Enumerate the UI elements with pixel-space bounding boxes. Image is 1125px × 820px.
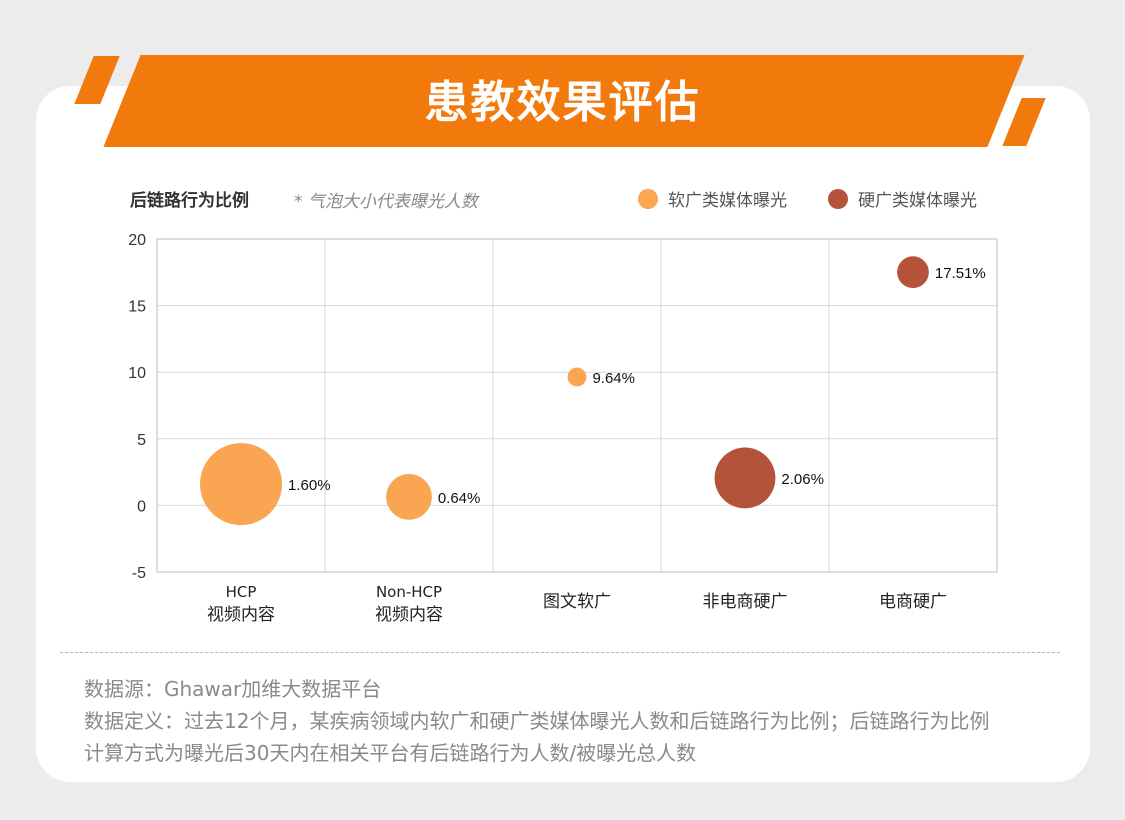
- data-bubble: [200, 443, 282, 526]
- x-category-label: HCP: [226, 583, 257, 601]
- x-category-label: 视频内容: [375, 605, 443, 625]
- data-label: 0.64%: [438, 490, 481, 507]
- legend-label-hard: 硬广类媒体曝光: [858, 191, 977, 211]
- data-bubble: [386, 474, 432, 520]
- y-tick-label: 10: [128, 365, 146, 382]
- y-tick-label: 5: [137, 432, 146, 449]
- page-title: 患教效果评估: [424, 77, 701, 128]
- legend-item-soft: 软广类媒体曝光: [638, 186, 787, 211]
- y-tick-label: -5: [132, 565, 146, 582]
- footer-divider: [60, 652, 1060, 653]
- x-category-label: 非电商硬广: [703, 592, 788, 612]
- x-category-label: 视频内容: [207, 605, 275, 625]
- legend-item-hard: 硬广类媒体曝光: [828, 186, 977, 211]
- data-label: 2.06%: [781, 471, 824, 488]
- data-definition: 数据定义：过去12个月，某疾病领域内软广和硬广类媒体曝光人数和后链路行为比例；后…: [84, 709, 990, 733]
- data-bubble: [714, 447, 776, 509]
- data-label: 9.64%: [592, 370, 635, 387]
- data-label: 1.60%: [288, 477, 331, 494]
- chart-title: 后链路行为比例: [130, 191, 249, 211]
- data-source: 数据源：Ghawar加维大数据平台: [84, 677, 382, 701]
- legend-swatch-hard: [828, 188, 848, 209]
- data-bubble: [567, 367, 587, 387]
- y-tick-label: 15: [128, 299, 146, 316]
- plot-area-border: [156, 238, 998, 573]
- x-category-label: Non-HCP: [376, 583, 442, 601]
- y-tick-label: 20: [128, 232, 146, 249]
- data-label: 17.51%: [935, 265, 986, 282]
- data-bubble: [897, 256, 929, 289]
- x-category-label: 电商硬广: [879, 592, 947, 612]
- legend-swatch-soft: [638, 188, 658, 209]
- y-tick-label: 0: [137, 498, 146, 515]
- chart-note: * 气泡大小代表曝光人数: [294, 192, 478, 212]
- calculation-method: 计算方式为曝光后30天内在相关平台有后链路行为人数/被曝光总人数: [84, 741, 697, 765]
- x-category-label: 图文软广: [543, 592, 611, 612]
- content-card: [36, 86, 1090, 782]
- legend-label-soft: 软广类媒体曝光: [668, 191, 787, 211]
